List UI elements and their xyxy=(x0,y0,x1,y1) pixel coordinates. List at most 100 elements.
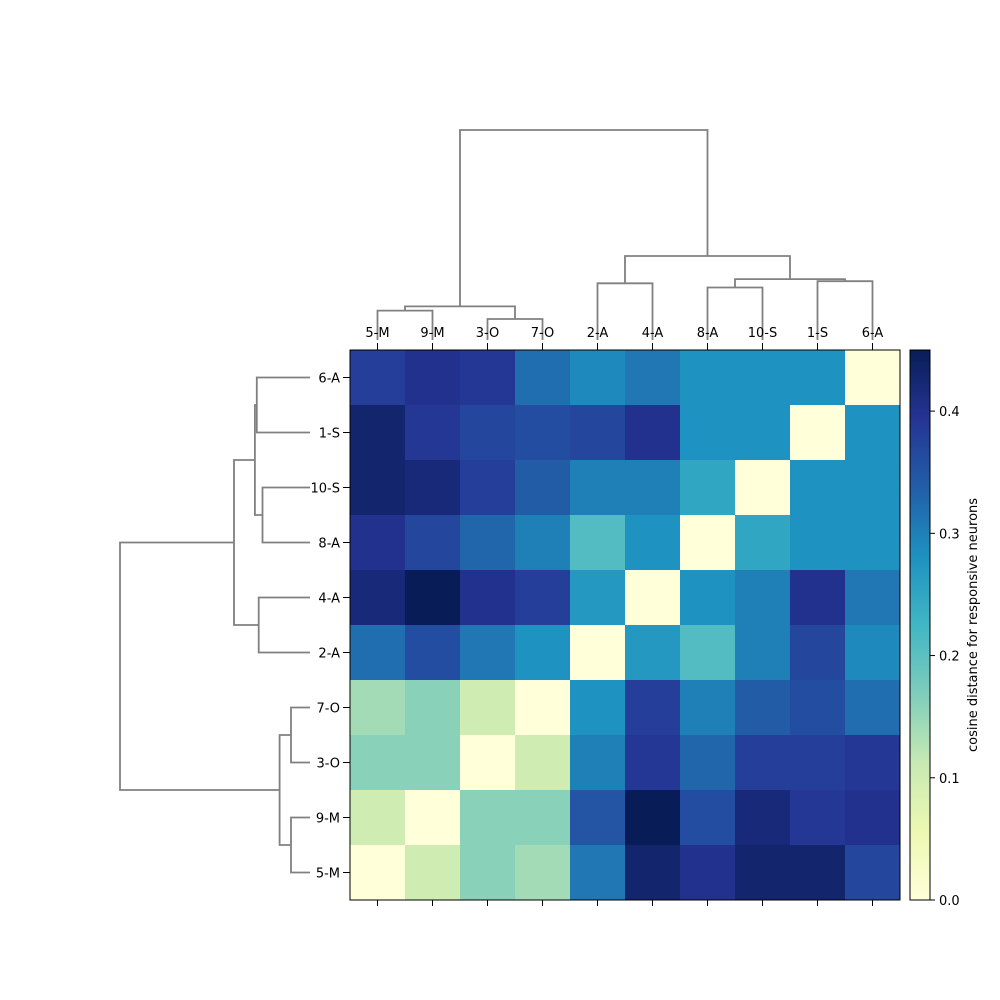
heatmap-cell xyxy=(790,515,846,571)
heatmap-cell xyxy=(735,735,791,791)
heatmap-cell xyxy=(515,515,571,571)
heatmap-cell xyxy=(350,405,406,461)
heatmap-cell xyxy=(515,625,571,681)
heatmap-cell xyxy=(845,405,901,461)
x-tick-label: 10-S xyxy=(748,326,778,341)
heatmap-cell xyxy=(790,680,846,736)
y-tick-label: 10-S xyxy=(311,482,341,497)
heatmap-cell xyxy=(570,735,626,791)
dendrogram-link xyxy=(257,596,310,654)
heatmap-cell xyxy=(405,790,461,846)
heatmap-cell xyxy=(350,790,406,846)
heatmap-cell xyxy=(625,680,681,736)
x-tick-label: 2-A xyxy=(587,326,609,341)
heatmap-cell xyxy=(790,570,846,626)
colorbar-tick-label: 0.2 xyxy=(939,650,960,665)
y-tick-label: 8-A xyxy=(318,537,340,552)
heatmap-cell xyxy=(625,460,681,516)
heatmap-cell xyxy=(735,680,791,736)
y-tick-label: 5-M xyxy=(316,867,340,882)
heatmap-cell xyxy=(845,570,901,626)
y-tick-label: 6-A xyxy=(318,372,340,387)
heatmap-cell xyxy=(350,570,406,626)
heatmap-cell xyxy=(515,460,571,516)
heatmap-cell xyxy=(515,790,571,846)
heatmap-cell xyxy=(845,350,901,406)
x-tick-label: 7-O xyxy=(531,326,555,341)
dendrogram-link xyxy=(278,734,291,846)
heatmap-cell xyxy=(570,405,626,461)
heatmap-cell xyxy=(790,735,846,791)
dendrogram-link xyxy=(404,305,516,319)
y-tick-label: 9-M xyxy=(316,812,340,827)
colorbar: 0.0 0.1 0.2 0.3 0.4 xyxy=(909,349,960,909)
heatmap-cell xyxy=(735,845,791,901)
heatmap-cell xyxy=(405,460,461,516)
heatmap-cell xyxy=(350,350,406,406)
x-tick-label: 6-A xyxy=(862,326,884,341)
x-tick-labels: 5-M 9-M 3-O 7-O 2-A 4-A 8-A 10-S 1-S 6-A xyxy=(365,326,883,906)
heatmap-cell xyxy=(570,845,626,901)
heatmap-cell xyxy=(735,515,791,571)
heatmap-cell xyxy=(570,790,626,846)
heatmap-cell xyxy=(405,405,461,461)
heatmap-cell xyxy=(680,350,736,406)
y-tick-label: 3-O xyxy=(316,757,340,772)
heatmap-cell xyxy=(515,735,571,791)
dendrogram-link xyxy=(290,706,310,764)
heatmap-cell xyxy=(405,515,461,571)
heatmap-cell xyxy=(625,405,681,461)
heatmap-cell xyxy=(515,845,571,901)
heatmap-cell xyxy=(625,350,681,406)
heatmap-cell xyxy=(460,515,516,571)
heatmap-cell xyxy=(735,350,791,406)
y-tick-label: 7-O xyxy=(316,702,340,717)
dendrogram-link xyxy=(255,376,310,434)
heatmap-cell xyxy=(845,680,901,736)
left-dendrogram xyxy=(119,376,310,874)
colorbar-tick-label: 0.0 xyxy=(939,894,960,909)
heatmap-cell xyxy=(460,460,516,516)
heatmap-cell xyxy=(680,790,736,846)
heatmap-cell xyxy=(625,790,681,846)
heatmap-cell xyxy=(625,735,681,791)
heatmap-cell xyxy=(735,625,791,681)
x-tick-label: 1-S xyxy=(807,326,828,341)
x-tick-label: 3-O xyxy=(476,326,500,341)
heatmap-cell xyxy=(405,735,461,791)
heatmap-cell xyxy=(735,405,791,461)
heatmap-cell xyxy=(735,790,791,846)
dendrogram-link xyxy=(459,129,709,307)
heatmap-cell xyxy=(405,625,461,681)
heatmap-cell xyxy=(845,790,901,846)
y-tick-label: 1-S xyxy=(319,427,340,442)
x-tick-label: 9-M xyxy=(420,326,444,341)
y-tick-label: 2-A xyxy=(318,647,340,662)
heatmap-cell xyxy=(680,515,736,571)
heatmap-cell xyxy=(460,570,516,626)
heatmap-cell xyxy=(790,350,846,406)
heatmap-cell xyxy=(790,460,846,516)
heatmap-cell xyxy=(570,515,626,571)
heatmap-cell xyxy=(405,570,461,626)
heatmap-cell xyxy=(625,625,681,681)
heatmap-cell xyxy=(735,570,791,626)
heatmap-cell xyxy=(790,790,846,846)
colorbar-tick-label: 0.4 xyxy=(939,405,960,420)
heatmap-cell xyxy=(625,515,681,571)
heatmap-cell xyxy=(790,625,846,681)
heatmap-cell xyxy=(735,460,791,516)
heatmap xyxy=(349,349,901,901)
heatmap-cell xyxy=(460,405,516,461)
heatmap-cell xyxy=(350,845,406,901)
x-tick-label: 5-M xyxy=(365,326,389,341)
heatmap-cell xyxy=(570,350,626,406)
y-tick-labels: 6-A 1-S 10-S 8-A 4-A 2-A 7-O 3-O 9-M 5-M xyxy=(311,372,350,882)
heatmap-cell xyxy=(515,570,571,626)
heatmap-cell xyxy=(845,625,901,681)
heatmap-cell xyxy=(460,790,516,846)
heatmap-cell xyxy=(350,735,406,791)
heatmap-cell xyxy=(405,680,461,736)
colorbar-tick-label: 0.3 xyxy=(939,527,960,542)
heatmap-cell xyxy=(845,735,901,791)
